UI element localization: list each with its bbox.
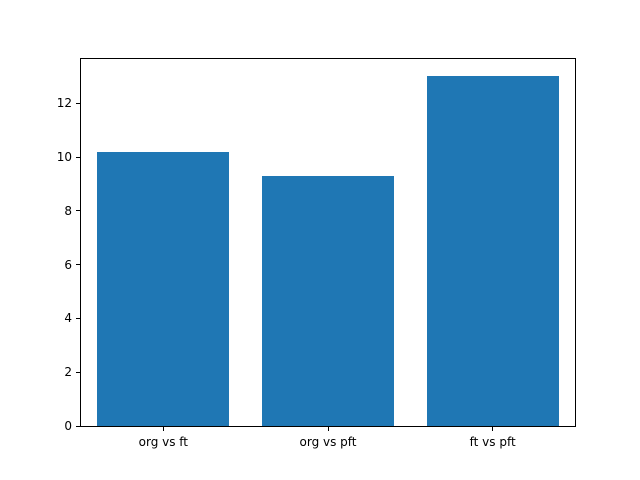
y-tick-label: 8 [64,203,72,218]
y-tick-mark [76,264,80,266]
bar-org-vs-pft [262,175,394,426]
y-tick-label: 0 [64,419,72,433]
y-tick-label: 10 [56,150,72,165]
bar-org-vs-ft [97,151,230,426]
x-tick-label-org-vs-ft: org vs ft [138,435,189,449]
y-tick-label: 2 [64,365,72,380]
x-tick-label-org-vs-pft: org vs pft [299,435,357,449]
bar-ft-vs-pft [426,76,559,426]
y-tick-mark [76,371,80,373]
y-tick-mark [76,102,80,104]
y-tick-label: 6 [64,257,72,272]
x-tick-mark [327,427,329,431]
y-tick-label: 12 [56,96,72,111]
y-tick-label: 4 [64,311,72,326]
plot-area [80,58,576,427]
x-tick-mark [492,427,494,431]
y-tick-mark [76,210,80,212]
y-tick-mark [76,317,80,319]
y-tick-mark [76,156,80,158]
x-tick-label-ft-vs-pft: ft vs pft [469,435,516,449]
y-tick-mark [76,425,80,427]
x-tick-mark [162,427,164,431]
